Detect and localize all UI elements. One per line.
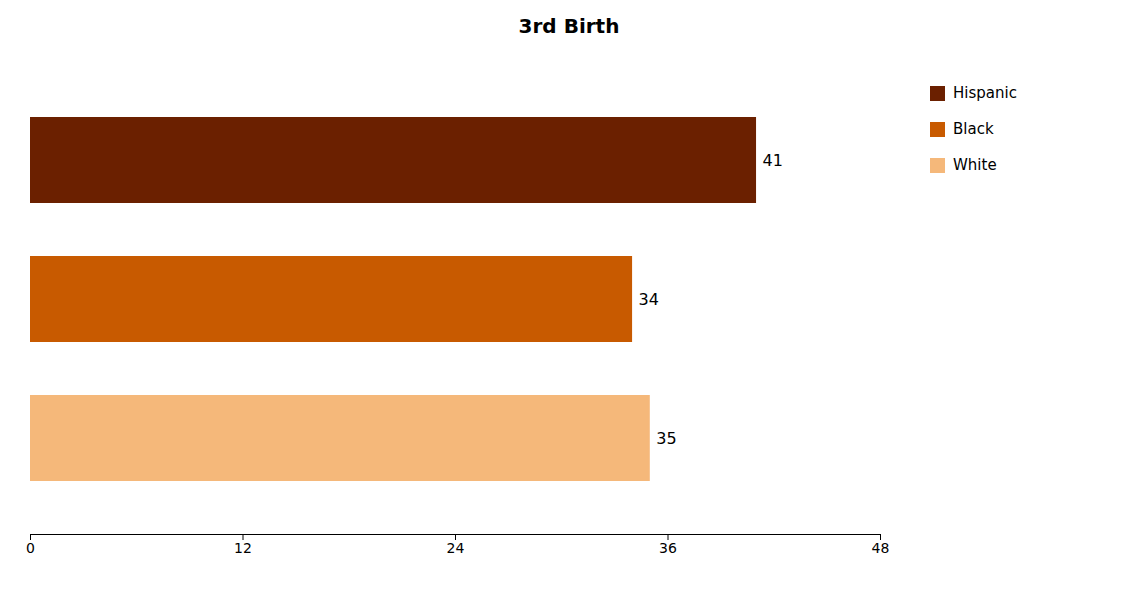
svg-text:12: 12 [234,540,252,556]
html-text:Hispanic: Hispanic [953,84,1017,102]
svg-text:41: 41 [763,151,783,170]
svg-text:24: 24 [447,540,465,556]
html-text:White: White [953,156,997,174]
svg-text:36: 36 [659,540,677,556]
svg-text:34: 34 [639,290,659,309]
svg-text:35: 35 [656,429,676,448]
svg-text:0: 0 [26,540,35,556]
html-text:Black: Black [953,120,994,138]
html-text:3rd Birth: 3rd Birth [518,14,620,38]
svg-text:48: 48 [872,540,890,556]
